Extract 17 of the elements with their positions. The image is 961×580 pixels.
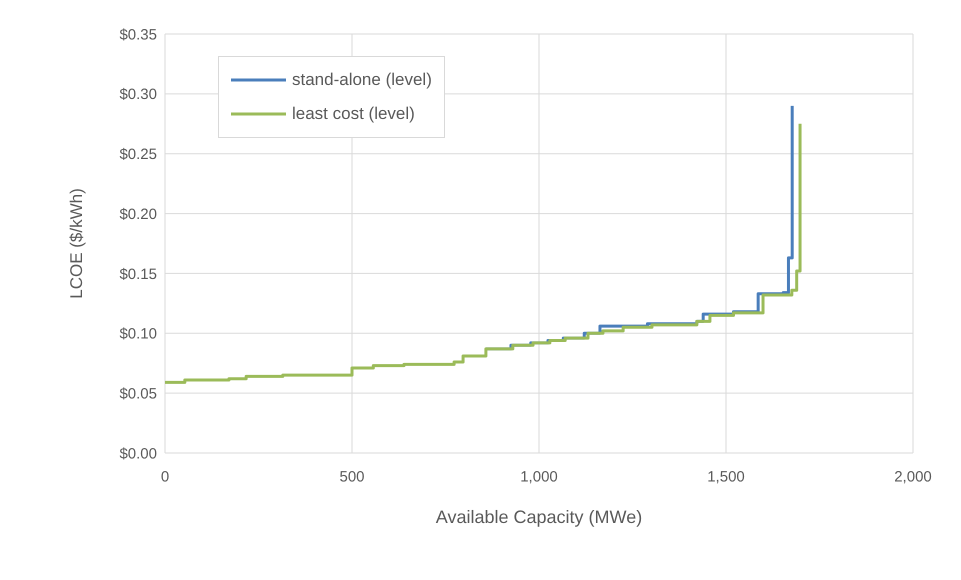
y-tick-label: $0.25: [119, 146, 157, 164]
x-tick-label: 2,000: [894, 468, 932, 486]
y-tick-label: $0.00: [119, 445, 157, 462]
y-axis-title: LCOE ($/kWh): [67, 188, 86, 299]
x-tick-label: 500: [339, 468, 365, 486]
legend-label: least cost (level): [292, 103, 415, 125]
x-tick-label: 1,000: [520, 468, 558, 486]
legend-label: stand-alone (level): [292, 69, 432, 91]
y-tick-label: $0.15: [119, 266, 157, 283]
y-tick-label: $0.05: [119, 385, 157, 402]
x-tick-label: 0: [160, 468, 170, 486]
x-tick-label: 1,500: [707, 468, 745, 486]
y-tick-label: $0.30: [119, 86, 157, 104]
x-axis-title: Available Capacity (MWe): [436, 507, 642, 527]
y-tick-label: $0.35: [119, 26, 157, 44]
y-tick-label: $0.20: [119, 206, 157, 223]
y-tick-label: $0.10: [119, 326, 157, 343]
